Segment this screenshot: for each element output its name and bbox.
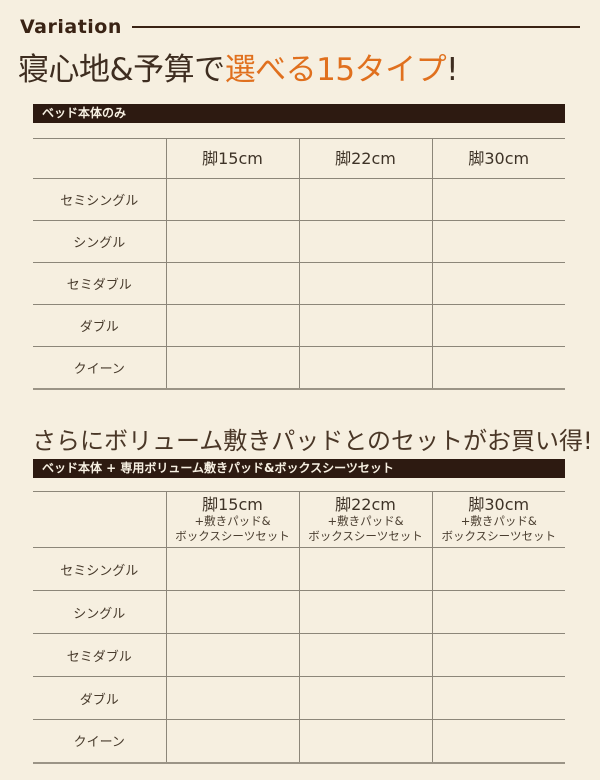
price-cell (298, 304, 432, 347)
table-row: シングル (33, 590, 565, 634)
price-cell (165, 633, 299, 677)
price-cell (298, 220, 432, 263)
table-row: セミダブル (33, 262, 565, 305)
row-header-semisingle: セミシングル (60, 563, 139, 579)
section1-bar: ベッド本体のみ (33, 104, 565, 123)
price-cell (165, 719, 299, 763)
price-cell (165, 590, 299, 634)
table-row: クイーン (33, 346, 565, 389)
price-cell (298, 633, 432, 677)
table-header-row: 脚15cm 脚22cm 脚30cm (33, 138, 565, 179)
col-header-leg30-set: 脚30cm +敷きパッド& ボックスシーツセット (431, 491, 565, 548)
main-title-suffix: ! (446, 52, 459, 88)
row-header-semisingle: セミシングル (60, 194, 139, 209)
price-cell (431, 590, 565, 634)
col-header-leg15-set: 脚15cm +敷きパッド& ボックスシーツセット (165, 491, 299, 548)
table-row: セミシングル (33, 178, 565, 221)
row-header-double: ダブル (79, 320, 119, 335)
table-row: シングル (33, 220, 565, 263)
variation-header: Variation (20, 16, 580, 38)
price-cell (431, 262, 565, 305)
price-cell (431, 178, 565, 221)
price-cell (431, 304, 565, 347)
price-cell (298, 178, 432, 221)
price-cell (298, 547, 432, 591)
col-header-sub: ボックスシーツセット (441, 529, 556, 544)
col-header-leg30: 脚30cm (431, 138, 565, 179)
price-cell (431, 719, 565, 763)
table-row: ダブル (33, 676, 565, 720)
variation-label: Variation (20, 16, 122, 38)
row-header-queen: クイーン (73, 735, 125, 751)
main-title-highlight: 選べる15タイプ (224, 52, 447, 88)
price-cell (298, 590, 432, 634)
price-cell (165, 262, 299, 305)
corner-cell (33, 139, 166, 179)
price-cell (165, 304, 299, 347)
price-cell (431, 676, 565, 720)
table-row: セミダブル (33, 633, 565, 677)
price-cell (165, 220, 299, 263)
bed-only-table: 脚15cm 脚22cm 脚30cm セミシングル シングル セミダブル ダブル … (33, 138, 565, 390)
col-header-main: 脚22cm (335, 494, 396, 514)
price-cell (431, 220, 565, 263)
col-header-sub: +敷きパッド& (327, 514, 404, 529)
row-header-queen: クイーン (73, 361, 125, 377)
col-header-leg22-set: 脚22cm +敷きパッド& ボックスシーツセット (298, 491, 432, 548)
col-header-sub: ボックスシーツセット (308, 529, 423, 544)
main-title-prefix: 寝心地&予算で (18, 52, 225, 88)
row-header-double: ダブル (79, 692, 119, 708)
col-header-leg22: 脚22cm (298, 138, 432, 179)
bed-set-table: 脚15cm +敷きパッド& ボックスシーツセット 脚22cm +敷きパッド& ボ… (33, 491, 565, 764)
price-cell (431, 633, 565, 677)
col-header-sub: +敷きパッド& (460, 514, 537, 529)
corner-cell (33, 492, 166, 548)
col-header-main: 脚30cm (468, 494, 530, 514)
price-cell (431, 346, 565, 389)
row-header-semidouble: セミダブル (66, 649, 132, 665)
price-cell (431, 547, 565, 591)
col-header-main: 脚15cm (202, 494, 263, 514)
price-cell (165, 547, 299, 591)
col-header-sub: +敷きパッド& (194, 514, 271, 529)
price-cell (298, 676, 432, 720)
price-cell (298, 719, 432, 763)
price-cell (298, 346, 432, 389)
row-header-semidouble: セミダブル (66, 278, 132, 293)
table-row: クイーン (33, 719, 565, 763)
table-row: セミシングル (33, 547, 565, 591)
variation-rule-line (131, 26, 580, 28)
main-title: 寝心地&予算で選べる15タイプ! (18, 44, 459, 89)
col-header-sub: ボックスシーツセット (175, 529, 290, 544)
col-header-leg15: 脚15cm (165, 138, 299, 179)
price-cell (165, 346, 299, 389)
table-row: ダブル (33, 304, 565, 347)
price-cell (165, 178, 299, 221)
section2-bar: ベッド本体 + 専用ボリューム敷きパッド&ボックスシーツセット (33, 459, 565, 478)
price-cell (165, 676, 299, 720)
row-header-single: シングル (73, 236, 126, 251)
row-header-single: シングル (73, 606, 126, 622)
price-cell (298, 262, 432, 305)
table-header-row: 脚15cm +敷きパッド& ボックスシーツセット 脚22cm +敷きパッド& ボ… (33, 491, 565, 548)
set-offer-title: さらにボリューム敷きパッドとのセットがお買い得! (32, 427, 593, 455)
